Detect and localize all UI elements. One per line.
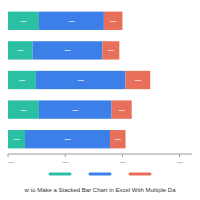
bar-segment [33, 41, 103, 59]
x-tick-label: — [177, 159, 183, 165]
bars [8, 12, 150, 149]
title: w to Make a Stacked Bar Chart in Excel W… [23, 187, 176, 193]
data-label: — [115, 136, 121, 142]
bar-segment [8, 41, 33, 59]
x-axis [8, 154, 192, 155]
data-label: — [20, 18, 26, 24]
bar-segment [8, 71, 36, 89]
bar-segment [126, 71, 151, 89]
bar-segment [8, 100, 39, 118]
bar-segment [39, 12, 104, 30]
data-label: — [119, 107, 125, 113]
data-label: — [19, 77, 25, 83]
x-ticks: — — — — [8, 154, 183, 165]
data-label: — [72, 107, 78, 113]
data-labels: — — — — — — — — — — — — — — — [14, 18, 141, 142]
x-tick [65, 154, 66, 157]
data-label: — [65, 136, 71, 142]
x-tick-label: — [119, 159, 125, 165]
chart: — — — — — — — — — — — — — — — — — — — w to Make a Stacked B… [0, 0, 200, 200]
legend-swatch [130, 173, 150, 176]
data-label: — [68, 18, 74, 24]
x-tick-label: — [8, 159, 14, 165]
bar-segment [110, 130, 125, 148]
data-label: — [65, 47, 71, 53]
x-tick-label: — [62, 159, 68, 165]
legend [50, 174, 150, 175]
legend-swatch [90, 173, 110, 176]
bar-segment [36, 71, 126, 89]
data-label: — [78, 77, 84, 83]
bar-segment [104, 12, 123, 30]
data-label: — [14, 136, 20, 142]
x-tick [122, 154, 123, 157]
bar-segment [102, 41, 119, 59]
data-label: — [20, 107, 26, 113]
bar-segment [112, 100, 132, 118]
data-label: — [110, 18, 116, 24]
bar-segment [8, 12, 39, 30]
x-tick [8, 154, 9, 157]
data-label: — [108, 47, 114, 53]
data-label: — [17, 47, 23, 53]
x-tick [179, 154, 180, 157]
bar-segment [25, 130, 110, 148]
bar-segment [39, 100, 112, 118]
bar-segment [8, 130, 25, 148]
legend-swatch [50, 173, 70, 176]
data-label: — [135, 77, 141, 83]
